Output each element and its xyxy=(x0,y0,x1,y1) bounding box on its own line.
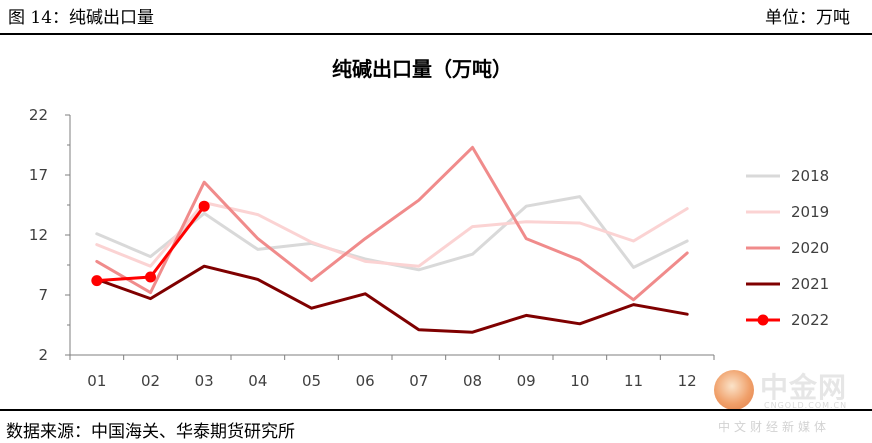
y-tick-label: 2 xyxy=(38,346,48,364)
top-rule xyxy=(0,33,872,35)
legend: 2018 2019 2020 2021 2022 xyxy=(746,167,829,329)
watermark-sub: 中文财经新媒体 xyxy=(718,420,831,434)
series-layer xyxy=(91,145,689,334)
x-tick-label: 12 xyxy=(678,372,697,390)
series-line-2020 xyxy=(95,145,689,302)
x-tick-label: 07 xyxy=(409,372,428,390)
data-point-2022 xyxy=(145,271,156,283)
legend-label-2022: 2022 xyxy=(791,311,829,329)
series-line-2021 xyxy=(95,264,689,334)
x-tick-label: 10 xyxy=(570,372,589,390)
y-tick-label: 12 xyxy=(29,226,48,244)
y-tick-label: 17 xyxy=(29,166,48,184)
watermark-name: 中金网 xyxy=(760,371,848,404)
unit-label: 单位：万吨 xyxy=(765,8,850,28)
legend-label-2019: 2019 xyxy=(791,203,829,221)
bottom-rule xyxy=(0,409,872,411)
x-tick-label: 03 xyxy=(195,372,214,390)
watermark-logo: 中金网 CNGOLD.COM.CN 中文财经新媒体 xyxy=(714,366,864,436)
x-tick-label: 01 xyxy=(87,372,106,390)
x-tick-label: 06 xyxy=(356,372,375,390)
data-point-2022 xyxy=(198,200,210,212)
x-tick-label: 09 xyxy=(517,372,536,390)
watermark-site: CNGOLD.COM.CN xyxy=(764,401,848,410)
x-tick-label: 04 xyxy=(248,372,267,390)
legend-marker-2022 xyxy=(757,314,769,326)
chart-title: 纯碱出口量（万吨） xyxy=(332,57,512,81)
figure-label: 图 14：纯碱出口量 xyxy=(8,8,155,28)
legend-label-2021: 2021 xyxy=(791,275,829,293)
line-chart: 纯碱出口量（万吨） 2 7 12 17 22 01 02 03 04 05 06 07 08 09 10 11… xyxy=(29,57,829,390)
y-tick-label: 22 xyxy=(29,106,48,124)
logo-icon xyxy=(714,370,754,410)
figure-header: 图 14：纯碱出口量 单位：万吨 xyxy=(0,0,872,34)
x-tick-label: 11 xyxy=(624,372,643,390)
legend-label-2018: 2018 xyxy=(791,167,829,185)
x-tick-label: 08 xyxy=(463,372,482,390)
source-note: 数据来源：中国海关、华泰期货研究所 xyxy=(6,422,295,442)
legend-label-2020: 2020 xyxy=(791,239,829,257)
y-tick-label: 7 xyxy=(38,286,48,304)
data-point-2022 xyxy=(91,275,103,287)
x-tick-label: 02 xyxy=(141,372,160,390)
axes: 2 7 12 17 22 01 02 03 04 05 06 07 08 09 10 11 12 xyxy=(29,106,715,390)
series-line-2019 xyxy=(95,201,689,268)
x-tick-label: 05 xyxy=(302,372,321,390)
